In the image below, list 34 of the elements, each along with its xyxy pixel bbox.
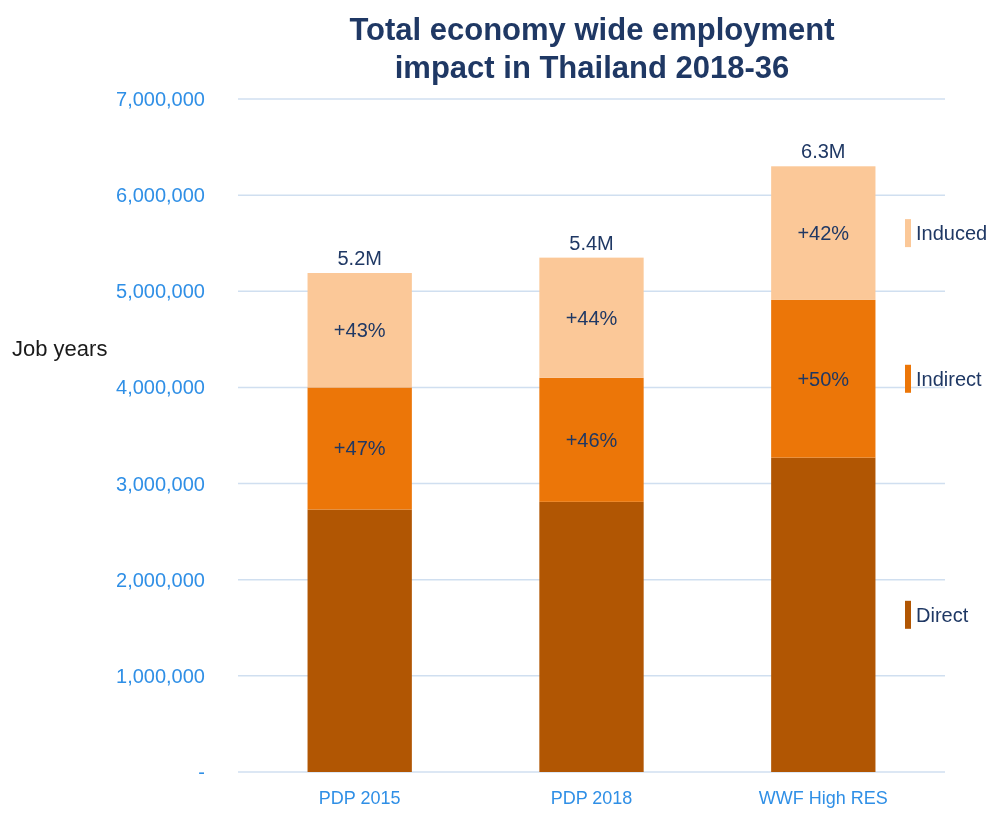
chart-title: Total economy wide employment impact in Thailand 2018-36 [349, 12, 835, 85]
y-tick-label: - [198, 761, 205, 783]
annotation: +43% [333, 319, 386, 342]
x-tick-label: PDP 2018 [550, 788, 633, 808]
bar [307, 387, 412, 510]
y-tick-label: 2,000,000 [116, 568, 205, 591]
annotation: +42% [797, 222, 850, 245]
x-tick-label: PDP 2015 [318, 788, 401, 808]
legend-label: Induced [916, 222, 988, 245]
y-tick-label: 3,000,000 [116, 472, 205, 495]
bar [771, 457, 876, 772]
y-axis-title: Job years [12, 336, 108, 361]
bar [539, 501, 644, 772]
total-label: 5.2M [337, 247, 382, 270]
bar [307, 509, 412, 772]
annotation: +50% [797, 367, 850, 390]
total-label: 5.4M [569, 231, 614, 254]
bar [771, 299, 876, 458]
bar [307, 273, 412, 388]
annotation: +46% [565, 428, 618, 451]
y-tick-label: 6,000,000 [116, 184, 205, 207]
bar [539, 377, 644, 502]
y-tick-label: 4,000,000 [116, 376, 205, 399]
bar [539, 257, 644, 378]
bar [771, 166, 876, 300]
x-tick-label: WWF High RES [758, 788, 888, 808]
annotation: +44% [565, 306, 618, 329]
y-tick-label: 7,000,000 [116, 88, 205, 110]
y-tick-label: 1,000,000 [116, 664, 205, 687]
y-tick-label: 5,000,000 [116, 280, 205, 303]
legend-label: Indirect [916, 367, 983, 390]
legend-label: Direct [916, 603, 969, 626]
annotation: +47% [333, 437, 386, 460]
total-label: 6.3M [801, 140, 846, 163]
